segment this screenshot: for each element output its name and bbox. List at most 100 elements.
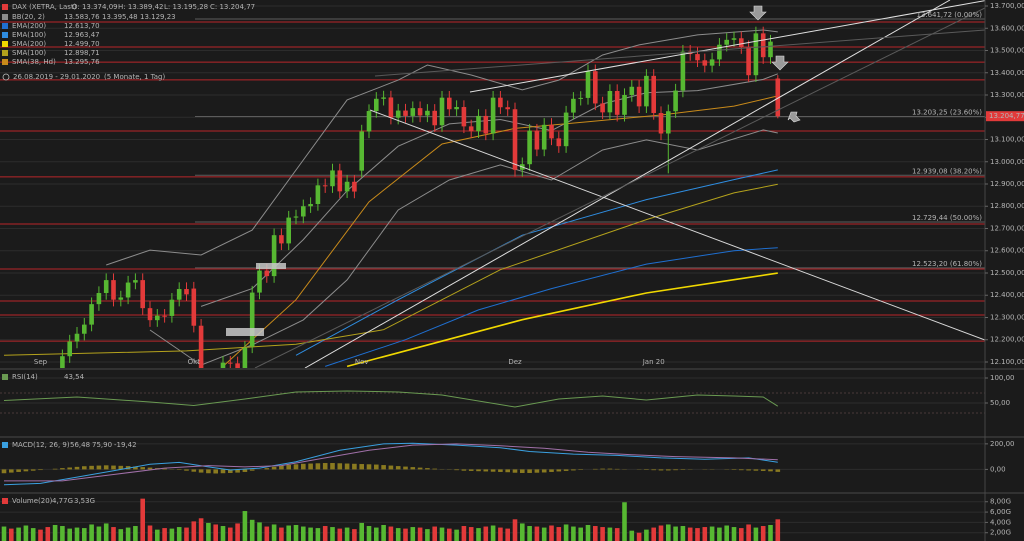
volume-bar <box>527 526 532 541</box>
volume-bar <box>242 511 248 541</box>
histogram-bar <box>1 469 7 474</box>
x-tick-label: Okt <box>188 358 201 366</box>
arrow-marker <box>787 111 801 123</box>
volume-bar <box>673 526 678 541</box>
volume-bar <box>520 523 525 541</box>
volume-bar <box>147 525 153 541</box>
candle-body <box>235 363 240 368</box>
volume-bar <box>381 524 386 541</box>
candle-body <box>74 333 80 342</box>
legend-swatch <box>2 498 8 504</box>
histogram-bar <box>162 468 167 470</box>
volume-bar <box>257 522 262 541</box>
histogram-bar <box>651 469 656 471</box>
histogram-bar <box>454 469 459 471</box>
legend-value: 12.898,71 <box>64 49 100 57</box>
y-tick-label: 13.500,00 <box>990 47 1024 55</box>
fib-label: 12.523,20 (61.80%) <box>912 260 982 268</box>
y-tick-label: 13.700,00 <box>990 2 1024 10</box>
candle-body <box>739 38 744 48</box>
candle-body <box>673 90 678 112</box>
candle-body <box>125 282 131 298</box>
y-tick-label: 50,00 <box>990 399 1010 407</box>
histogram-bar <box>82 466 87 470</box>
candle-body <box>374 98 379 112</box>
volume-bar <box>133 526 138 541</box>
y-tick-label: 200,00 <box>990 440 1015 448</box>
legend-swatch <box>2 32 8 38</box>
legend-value: 13.295,76 <box>64 58 100 66</box>
y-tick-label: 4,00G <box>990 518 1011 526</box>
candle-body <box>220 362 226 368</box>
candle-body <box>760 33 766 58</box>
histogram-bar <box>235 469 240 473</box>
volume-bar <box>447 528 452 541</box>
volume-bar <box>235 523 240 541</box>
panel-2 <box>1 442 781 486</box>
histogram-bar <box>103 465 109 470</box>
y-tick-label: 12.400,00 <box>990 291 1024 299</box>
candle-body <box>607 90 613 113</box>
legend-swatch <box>2 442 8 448</box>
volume-bar <box>359 522 364 541</box>
legend-name: BB(20, 2) <box>12 13 45 21</box>
legend-name: MACD(12, 26, 9) <box>12 441 70 449</box>
candle-body <box>147 308 153 321</box>
panel-3 <box>1 498 781 541</box>
histogram-bar <box>74 466 80 470</box>
arrow-marker <box>749 5 767 21</box>
y-tick-label: 12.800,00 <box>990 202 1024 210</box>
histogram-bar <box>476 469 481 472</box>
candle-body <box>337 170 343 192</box>
histogram-bar <box>498 469 503 472</box>
volume-bar <box>746 524 751 541</box>
candle-body <box>118 297 124 300</box>
volume-bar <box>213 524 218 541</box>
candle-body <box>593 71 598 104</box>
histogram-bar <box>38 469 43 471</box>
y-tick-label: 12.100,00 <box>990 358 1024 366</box>
candle-body <box>315 185 321 205</box>
indicator-line <box>149 129 778 366</box>
candle-body <box>468 126 474 132</box>
last-price-label: 13.204,77 <box>989 112 1024 120</box>
legend-swatch <box>2 374 8 380</box>
histogram-bar <box>739 469 744 471</box>
candle-body <box>622 95 627 115</box>
legend-swatch <box>2 4 8 10</box>
volume-bar <box>753 527 759 541</box>
chart-title: DAX (XETRA, Last) <box>12 3 77 11</box>
volume-bar <box>30 528 36 541</box>
volume-bar <box>724 525 729 541</box>
legend-value: 13.583,76 <box>64 13 100 21</box>
volume-bar <box>395 528 401 541</box>
candle-body <box>155 315 160 321</box>
candle-body <box>111 280 116 300</box>
candle-body <box>67 341 72 357</box>
volume-bar <box>695 528 700 541</box>
histogram-bar <box>16 469 21 472</box>
volume-bar <box>228 527 233 541</box>
histogram-bar <box>746 469 751 471</box>
candle-body <box>658 113 664 134</box>
histogram-bar <box>147 467 153 470</box>
indicator-line <box>346 272 778 368</box>
volume-bar <box>388 526 394 541</box>
histogram-bar <box>52 468 58 470</box>
volume-bar <box>374 527 379 541</box>
legend-name: EMA(100) <box>12 31 46 39</box>
y-tick-label: 12.200,00 <box>990 336 1024 344</box>
volume-bar <box>614 528 620 541</box>
trend-line <box>469 0 985 93</box>
histogram-bar <box>176 469 182 470</box>
volume-bar <box>169 528 175 541</box>
candle-body <box>60 356 65 368</box>
volume-bar <box>67 528 72 541</box>
legend-name: RSI(14) <box>12 373 38 381</box>
histogram-bar <box>96 465 102 470</box>
volume-bar <box>271 524 277 541</box>
volume-bar <box>23 525 29 541</box>
y-tick-label: 12.500,00 <box>990 269 1024 277</box>
volume-bar <box>454 529 459 541</box>
